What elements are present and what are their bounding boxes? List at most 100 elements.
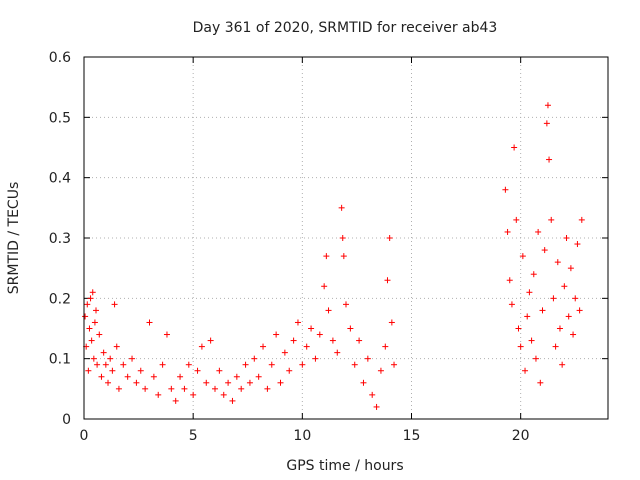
data-point [541, 247, 548, 254]
data-point [506, 277, 513, 284]
plot-frame [83, 56, 609, 420]
data-point [369, 391, 376, 398]
data-point [576, 307, 583, 314]
y-axis: 0 0.1 0.2 0.3 0.4 0.5 0.6 [49, 50, 608, 428]
data-point [334, 349, 341, 356]
data-point [323, 253, 330, 260]
data-point [524, 313, 531, 320]
x-tick-label: 10 [293, 428, 311, 444]
data-point [312, 355, 319, 362]
data-point [511, 144, 518, 151]
data-point [343, 301, 349, 308]
data-point [229, 397, 236, 404]
data-point [102, 361, 109, 368]
data-point [238, 385, 245, 392]
data-point [522, 367, 529, 374]
y-axis-label: SRMTID / TECUs [6, 182, 22, 295]
grid [84, 57, 608, 419]
data-point [84, 301, 91, 308]
data-point [556, 325, 563, 332]
data-point [251, 355, 258, 362]
data-point [377, 367, 384, 374]
data-point [207, 337, 214, 344]
data-point [109, 367, 116, 374]
data-point [290, 337, 297, 344]
data-point [347, 325, 354, 332]
data-point [100, 349, 107, 356]
y-tick-label: 0.4 [49, 171, 71, 187]
y-tick-label: 0.6 [49, 50, 71, 66]
data-point [360, 379, 367, 386]
data-point [567, 265, 574, 272]
data-point [159, 361, 166, 368]
data-point [177, 373, 184, 380]
data-point [537, 379, 544, 386]
data-point [539, 307, 546, 314]
data-point [550, 295, 557, 302]
y-tick-label: 0.1 [49, 352, 71, 368]
data-point [321, 283, 328, 290]
data-point [86, 325, 93, 332]
data-point [281, 349, 288, 356]
data-point [515, 325, 522, 332]
data-point [578, 216, 585, 223]
y-tick-label: 0.2 [49, 291, 71, 307]
data-point [561, 283, 568, 290]
data-point [277, 379, 284, 386]
data-point [554, 259, 561, 266]
data-point [94, 361, 101, 368]
data-point [98, 373, 105, 380]
data-point [384, 277, 391, 284]
data-point [146, 319, 153, 326]
data-point [574, 241, 581, 248]
data-point [530, 271, 537, 278]
data-point [502, 186, 509, 193]
data-point [508, 301, 515, 308]
data-point [105, 379, 112, 386]
data-point [325, 307, 332, 314]
data-point [386, 235, 393, 241]
chart-title: Day 361 of 2020, SRMTID for receiver ab4… [193, 20, 498, 36]
data-point [137, 367, 144, 374]
data-point [544, 102, 551, 109]
data-point [150, 373, 157, 380]
data-point [203, 379, 210, 386]
data-point [519, 253, 526, 260]
data-point [391, 361, 398, 368]
data-point [543, 120, 550, 127]
data-point [90, 355, 97, 362]
data-point [107, 355, 114, 362]
data-point [517, 343, 524, 350]
x-axis-label: GPS time / hours [286, 458, 403, 474]
data-point [388, 319, 395, 326]
data-point [303, 343, 310, 350]
data-point [198, 343, 205, 350]
data-point [316, 331, 323, 338]
data-point [96, 331, 103, 338]
data-point [382, 343, 389, 350]
data-point [220, 391, 227, 398]
data-point [129, 355, 136, 362]
data-point [87, 295, 94, 302]
data-point [212, 385, 218, 392]
data-point [546, 156, 553, 163]
y-tick-label: 0.3 [49, 231, 71, 247]
data-point [356, 337, 363, 344]
y-tick-label: 0.5 [49, 110, 71, 126]
data-points [82, 102, 585, 410]
data-point [264, 385, 271, 392]
data-point [133, 379, 140, 386]
data-point [565, 313, 572, 320]
data-point [504, 228, 511, 235]
data-point [225, 379, 232, 386]
data-point [168, 385, 175, 392]
data-point [233, 373, 240, 380]
data-point [351, 361, 358, 368]
data-point [535, 228, 542, 235]
x-tick-label: 5 [189, 428, 198, 444]
data-point [308, 325, 315, 332]
data-point [513, 216, 520, 223]
data-point [268, 361, 275, 368]
data-point [142, 385, 149, 392]
